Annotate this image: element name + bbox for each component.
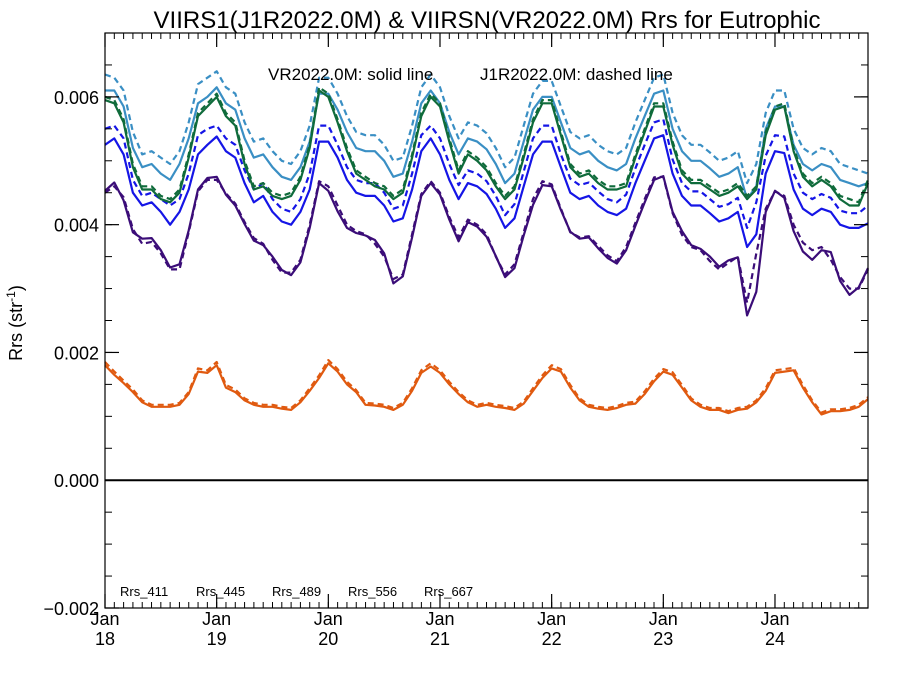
x-tick-label-month: Jan bbox=[425, 609, 454, 629]
y-tick-label: −0.002 bbox=[43, 599, 99, 619]
x-tick-label-year: 18 bbox=[95, 629, 115, 649]
y-axis-label-text: Rrs (str bbox=[6, 302, 26, 361]
plot-area bbox=[104, 70, 870, 482]
x-tick-label-year: 23 bbox=[653, 629, 673, 649]
x-tick-label-month: Jan bbox=[760, 609, 789, 629]
x-tick-label-month: Jan bbox=[90, 609, 119, 629]
y-axis-label: Rrs (str-1) bbox=[4, 285, 26, 361]
legend: Rrs_411 Rrs_445 Rrs_489 Rrs_556 Rrs_667 bbox=[120, 584, 473, 599]
legend-entry-rrs-667: Rrs_667 bbox=[424, 584, 473, 599]
series-rrs-489-solid-line bbox=[105, 86, 869, 201]
series-rrs-489-dashed-line bbox=[104, 70, 869, 185]
series-rrs-667-solid-line bbox=[104, 362, 869, 416]
series-rrs-411-solid-line bbox=[104, 175, 869, 317]
y-axis-label-close: ) bbox=[6, 285, 26, 291]
x-tick-label-year: 22 bbox=[542, 629, 562, 649]
legend-entry-rrs-411: Rrs_411 bbox=[120, 584, 168, 599]
legend-entry-rrs-489: Rrs_489 bbox=[272, 584, 321, 599]
y-tick-label: 0.006 bbox=[54, 88, 99, 108]
y-tick-label: 0.002 bbox=[54, 343, 99, 363]
series-rrs-667-dashed-line bbox=[104, 359, 869, 414]
chart-title: VIIRS1(J1R2022.0M) & VIIRSN(VR2022.0M) R… bbox=[154, 7, 821, 34]
y-axis-label-sup: -1 bbox=[4, 291, 18, 302]
series-rrs-556-dashed-line bbox=[104, 86, 870, 204]
series-rrs-556-solid-line bbox=[104, 89, 870, 207]
x-tick-label-year: 24 bbox=[765, 629, 785, 649]
series-rrs-445-solid-line bbox=[104, 134, 869, 249]
x-tick-label-month: Jan bbox=[649, 609, 678, 629]
x-tick-label-year: 19 bbox=[207, 629, 227, 649]
legend-entry-rrs-556: Rrs_556 bbox=[348, 584, 397, 599]
x-tick-label-month: Jan bbox=[314, 609, 343, 629]
legend-entry-rrs-445: Rrs_445 bbox=[196, 584, 245, 599]
x-tick-label-year: 21 bbox=[430, 629, 450, 649]
annotation-solid-line: VR2022.0M: solid line bbox=[268, 65, 433, 84]
y-tick-label: 0.000 bbox=[54, 471, 99, 491]
x-tick-label-year: 20 bbox=[318, 629, 338, 649]
x-tick-label-month: Jan bbox=[537, 609, 566, 629]
axes: −0.0020.0000.0020.0040.006Jan18Jan19Jan2… bbox=[43, 32, 869, 649]
y-tick-label: 0.004 bbox=[54, 216, 99, 236]
x-tick-label-month: Jan bbox=[202, 609, 231, 629]
annotation-dashed-line: J1R2022.0M: dashed line bbox=[480, 65, 673, 84]
series-rrs-445-dashed-line bbox=[104, 118, 869, 229]
